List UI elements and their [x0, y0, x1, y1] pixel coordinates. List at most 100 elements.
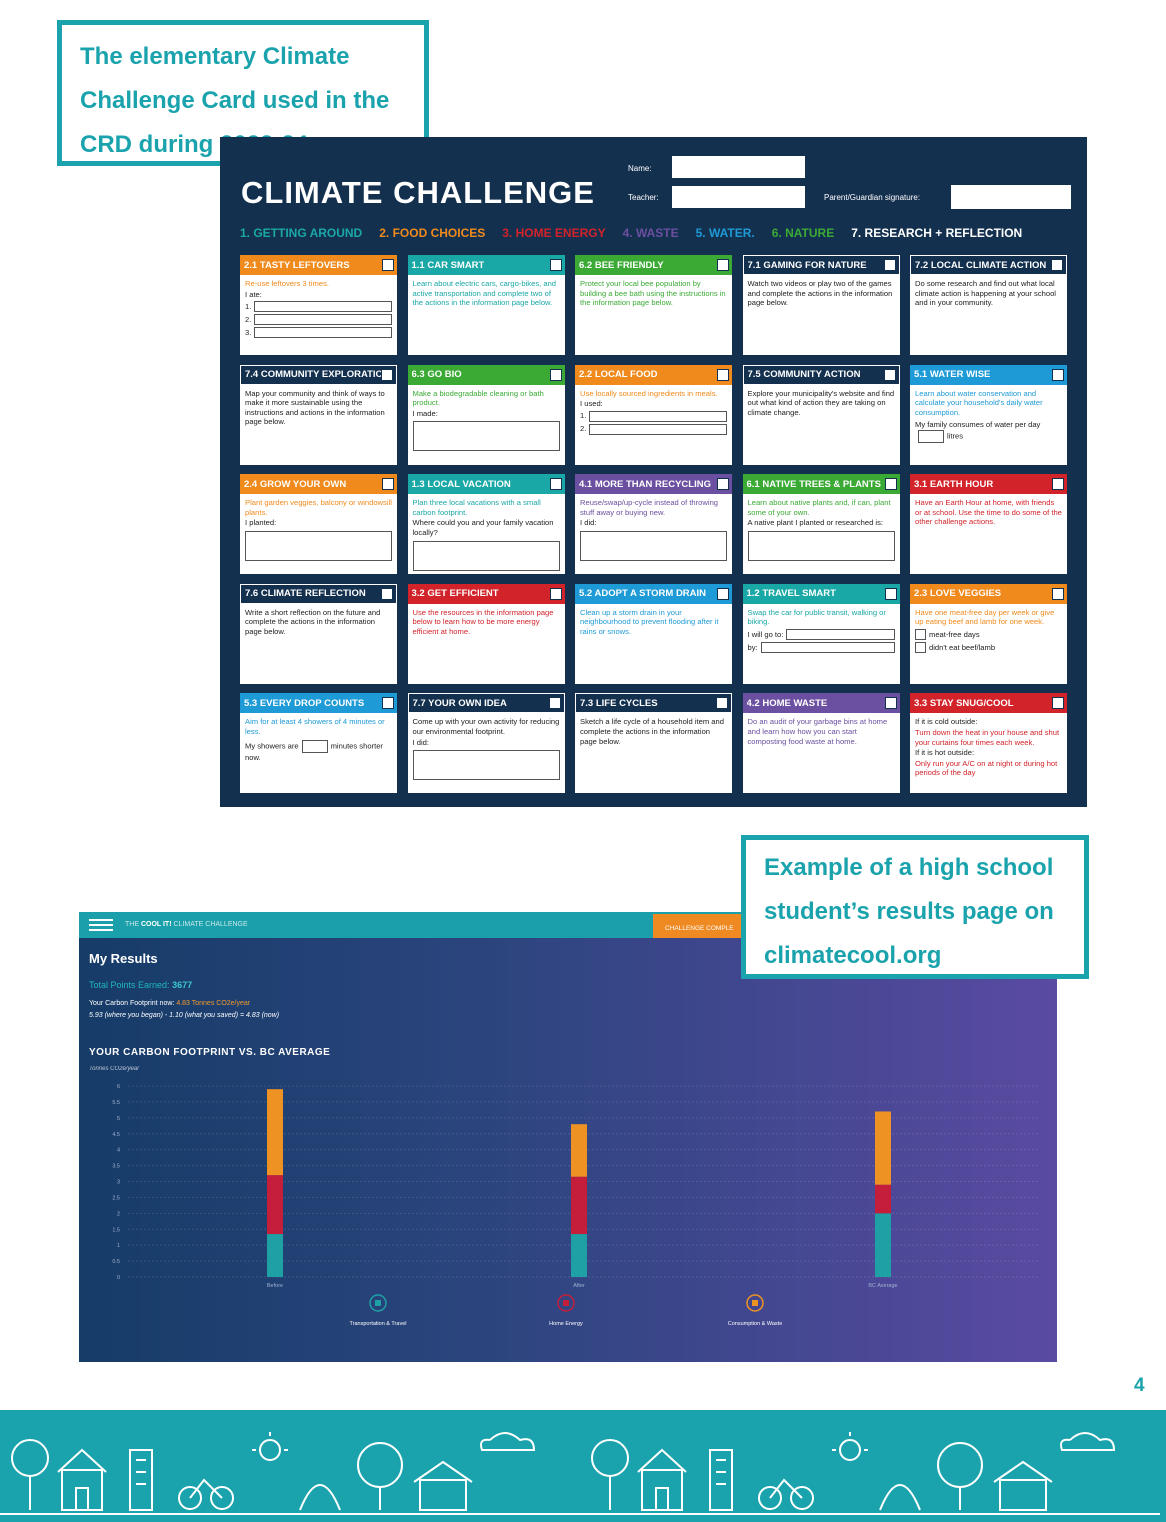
challenge-header: 7.2 LOCAL CLIMATE ACTION — [910, 255, 1067, 275]
prompt-line: My showers are minutes shorter now. — [245, 739, 392, 763]
challenge: 7.2 LOCAL CLIMATE ACTION Do some research… — [910, 255, 1067, 355]
answer-box — [412, 540, 560, 571]
item-label: by: — [747, 642, 758, 652]
challenge-header: 4.2 HOME WASTE — [742, 693, 900, 714]
challenge-title: 1.1 CAR SMART — [411, 259, 485, 271]
item: by: — [747, 641, 895, 653]
challenge: 7.4 COMMUNITY EXPLORATION Map your commun… — [240, 364, 397, 465]
challenge-title: 7.2 LOCAL CLIMATE ACTION — [915, 259, 1047, 271]
field-label: Teacher: — [628, 193, 659, 202]
challenge-header: 7.1 GAMING FOR NATURE — [742, 255, 900, 275]
challenge-header: 7.3 LIFE CYCLES — [575, 693, 732, 714]
checkbox — [884, 587, 897, 600]
unit: litres — [947, 431, 964, 441]
answer-box — [254, 327, 392, 339]
prompt: I did: — [580, 518, 597, 528]
y-axis-label: Tonnes CO2e/year — [89, 1066, 140, 1072]
prompt: My family consumes of water per day — [915, 420, 1041, 430]
answer-box — [747, 530, 895, 561]
y-tick-label: 5 — [117, 1116, 120, 1122]
challenge-title: 5.2 ADOPT A STORM DRAIN — [579, 588, 707, 600]
challenge-title: 6.1 NATIVE TREES & PLANTS — [746, 478, 881, 490]
instruction: Watch two videos or play two of the game… — [747, 279, 893, 308]
challenge-header: 6.2 BEE FRIENDLY — [575, 255, 732, 275]
checkbox — [915, 628, 926, 640]
category-label: 5. WATER. — [695, 226, 755, 240]
category-label: 7. RESEARCH + REFLECTION — [851, 226, 1023, 240]
challenge-body: Clean up a storm drain in your neighbour… — [575, 604, 732, 642]
item-label: 2. — [245, 314, 252, 324]
checkbox — [1052, 478, 1064, 491]
brand: CLIMATE CHALLENGE — [173, 921, 248, 928]
item: I will go to: — [747, 628, 895, 640]
answer-box — [254, 314, 392, 326]
challenge-header: 3.3 STAY SNUG/COOL — [910, 693, 1067, 714]
checkbox — [717, 587, 729, 600]
answer-box — [589, 410, 727, 422]
bar-segment — [571, 1176, 587, 1235]
answer-box — [786, 628, 895, 640]
challenge-title: 4.1 MORE THAN RECYCLING — [579, 478, 711, 490]
category-label: 6. NATURE — [771, 226, 835, 240]
checkbox — [884, 478, 897, 491]
challenge-title: 7.5 COMMUNITY ACTION — [747, 369, 861, 381]
category-label: 3. HOME ENERGY — [502, 226, 606, 240]
bar-segment — [267, 1089, 283, 1176]
tab[interactable]: CHALLENGE COMPLE — [653, 914, 745, 938]
checkbox — [382, 478, 394, 491]
chart: 0 0.5 1 1.5 2 2.5 3 3.5 4 4.5 5 5.5 6 Before After BC A… — [112, 1084, 1040, 1312]
challenge: 2.1 TASTY LEFTOVERS Re-use leftovers 3 ti… — [240, 255, 397, 355]
instruction: Map your community and think of ways to … — [245, 388, 385, 427]
legend-icon — [369, 1294, 387, 1312]
challenge: 6.2 BEE FRIENDLY Protect your local bee p… — [575, 255, 732, 355]
checkbox — [548, 697, 561, 710]
answer-box — [412, 421, 560, 452]
prompt: I planted: — [245, 518, 277, 528]
challenge-header: 2.4 GROW YOUR OWN — [240, 474, 397, 495]
challenge-title: 7.1 GAMING FOR NATURE — [747, 259, 867, 271]
callout: Example of a high school student’s resul… — [741, 835, 1089, 979]
answer-box — [580, 530, 727, 561]
field-box — [951, 185, 1071, 209]
prompt: If it is cold outside: — [915, 717, 978, 727]
challenge-title: 1.2 TRAVEL SMART — [746, 588, 836, 600]
checkbox — [549, 587, 562, 600]
footprint: 4.83 Tonnes CO2e/year — [176, 1000, 251, 1007]
category-label: 2. FOOD CHOICES — [379, 226, 486, 240]
challenge-header: 7.6 CLIMATE REFLECTION — [240, 583, 397, 604]
challenge: 5.2 ADOPT A STORM DRAIN Clean up a storm … — [575, 583, 732, 684]
checkbox — [549, 478, 562, 491]
challenge-body: Come up with your own activity for reduc… — [408, 713, 565, 785]
footprint-label: Your Carbon Footprint now: — [89, 1000, 175, 1007]
challenge-body: Do some research and find out what local… — [910, 275, 1067, 313]
challenge-body: Learn about electric cars, cargo-bikes, … — [408, 275, 565, 313]
legend-icon — [557, 1294, 575, 1312]
challenge: 3.1 EARTH HOUR Have an Earth Hour at home… — [910, 474, 1067, 575]
challenge-body: Use locally sourced ingredients in meals… — [575, 385, 732, 440]
chart-title: YOUR CARBON FOOTPRINT VS. BC AVERAGE — [89, 1047, 331, 1058]
y-tick-label: 6 — [117, 1084, 120, 1090]
challenge-header: 5.2 ADOPT A STORM DRAIN — [575, 583, 732, 604]
challenge-body: Have an Earth Hour at home, with friends… — [910, 494, 1067, 532]
challenge: 2.4 GROW YOUR OWN Plant garden veggies, b… — [240, 474, 397, 575]
instruction: Have an Earth Hour at home, with friends… — [915, 498, 1062, 527]
points: 3677 — [172, 980, 193, 990]
challenge-title: 2.4 GROW YOUR OWN — [244, 478, 347, 490]
item-label: I will go to: — [747, 629, 784, 639]
checkbox — [1052, 697, 1064, 710]
instruction: Learn about water conservation and calcu… — [915, 388, 1043, 417]
challenge-header: 1.1 CAR SMART — [407, 255, 565, 275]
challenge-title: 6.2 BEE FRIENDLY — [579, 259, 664, 271]
challenge: 7.1 GAMING FOR NATURE Watch two videos or… — [742, 255, 900, 355]
unit: minutes shorter now. — [245, 741, 383, 762]
results-screenshot: THE COOL IT! CLIMATE CHALLENGE CHALLENGE… — [79, 912, 1057, 1362]
checkbox — [717, 368, 729, 381]
bar-segment — [571, 1124, 587, 1177]
checkbox — [717, 259, 729, 271]
challenge: 3.2 GET EFFICIENT Use the resources in th… — [407, 583, 565, 684]
challenge-title: 7.4 COMMUNITY EXPLORATION — [245, 369, 381, 381]
challenge-body: Make a biodegradable cleaning or bath pr… — [408, 385, 565, 457]
challenge-title: 6.3 GO BIO — [411, 369, 462, 381]
answer-box — [254, 301, 392, 313]
category-label: 1. GETTING AROUND — [240, 226, 363, 240]
